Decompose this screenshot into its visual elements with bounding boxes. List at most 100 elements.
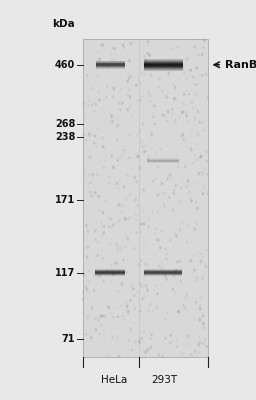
Circle shape — [201, 75, 202, 76]
Circle shape — [98, 100, 99, 101]
Circle shape — [118, 203, 120, 206]
Circle shape — [199, 121, 200, 123]
Circle shape — [83, 234, 84, 236]
Circle shape — [129, 339, 130, 341]
Bar — [144, 270, 182, 271]
Circle shape — [88, 104, 89, 106]
Circle shape — [83, 102, 85, 105]
Circle shape — [107, 270, 108, 272]
Circle shape — [118, 246, 119, 248]
Circle shape — [163, 204, 164, 205]
Bar — [144, 65, 183, 66]
Circle shape — [99, 99, 100, 101]
Circle shape — [129, 134, 130, 137]
Circle shape — [99, 318, 100, 321]
Circle shape — [95, 239, 96, 240]
Circle shape — [185, 79, 186, 80]
Circle shape — [195, 84, 196, 85]
Circle shape — [83, 142, 84, 143]
Bar — [96, 61, 125, 62]
Circle shape — [117, 119, 118, 120]
Circle shape — [89, 133, 90, 134]
Circle shape — [180, 260, 181, 262]
Circle shape — [173, 84, 175, 86]
Circle shape — [136, 180, 137, 183]
Circle shape — [102, 211, 103, 212]
Circle shape — [98, 195, 99, 198]
Circle shape — [127, 238, 128, 240]
Circle shape — [141, 337, 142, 339]
Circle shape — [174, 274, 175, 276]
Circle shape — [167, 312, 168, 313]
Circle shape — [114, 48, 115, 50]
Circle shape — [106, 85, 108, 87]
Circle shape — [116, 243, 117, 245]
Circle shape — [178, 310, 180, 313]
Bar — [95, 270, 125, 271]
Text: RanBP2: RanBP2 — [225, 60, 256, 70]
Circle shape — [92, 174, 94, 176]
Circle shape — [197, 110, 198, 112]
Circle shape — [147, 289, 148, 292]
Circle shape — [103, 100, 104, 101]
Circle shape — [196, 223, 197, 224]
Bar — [144, 272, 182, 273]
Bar — [95, 274, 125, 275]
Bar — [144, 64, 183, 65]
Circle shape — [147, 348, 149, 351]
Circle shape — [112, 224, 113, 227]
Circle shape — [179, 228, 181, 231]
Circle shape — [163, 114, 165, 117]
Bar — [96, 62, 125, 63]
Circle shape — [138, 292, 139, 294]
Circle shape — [108, 306, 109, 308]
Circle shape — [87, 316, 89, 318]
Circle shape — [169, 174, 171, 176]
Circle shape — [198, 344, 199, 346]
Circle shape — [121, 305, 122, 306]
Circle shape — [111, 115, 112, 118]
Circle shape — [197, 83, 198, 84]
Circle shape — [164, 206, 165, 208]
Circle shape — [121, 102, 123, 104]
Text: 171: 171 — [55, 195, 75, 205]
Circle shape — [170, 335, 171, 336]
Circle shape — [142, 146, 143, 148]
Circle shape — [143, 222, 145, 225]
Circle shape — [167, 178, 168, 180]
Circle shape — [168, 197, 169, 198]
Circle shape — [207, 173, 208, 174]
Circle shape — [104, 315, 106, 317]
Circle shape — [185, 165, 186, 168]
Circle shape — [109, 226, 110, 228]
Circle shape — [137, 204, 138, 206]
Circle shape — [83, 273, 85, 276]
Circle shape — [151, 148, 152, 149]
Circle shape — [200, 156, 201, 158]
Circle shape — [183, 304, 184, 306]
Circle shape — [114, 262, 115, 264]
Circle shape — [154, 104, 155, 107]
Circle shape — [194, 350, 196, 353]
Bar — [83, 39, 208, 357]
Circle shape — [117, 336, 118, 337]
Circle shape — [90, 191, 91, 193]
Bar — [96, 64, 125, 65]
Circle shape — [155, 285, 156, 286]
Circle shape — [112, 166, 114, 169]
Circle shape — [188, 180, 189, 181]
Circle shape — [120, 88, 122, 91]
Circle shape — [161, 267, 162, 269]
Circle shape — [170, 240, 171, 241]
Circle shape — [132, 116, 133, 117]
Circle shape — [145, 245, 146, 246]
Circle shape — [135, 199, 136, 201]
Circle shape — [102, 315, 104, 317]
Circle shape — [88, 191, 89, 192]
Circle shape — [202, 172, 203, 174]
Circle shape — [99, 275, 100, 277]
Bar — [144, 59, 183, 60]
Circle shape — [159, 78, 160, 79]
Circle shape — [207, 97, 209, 99]
Circle shape — [87, 289, 88, 291]
